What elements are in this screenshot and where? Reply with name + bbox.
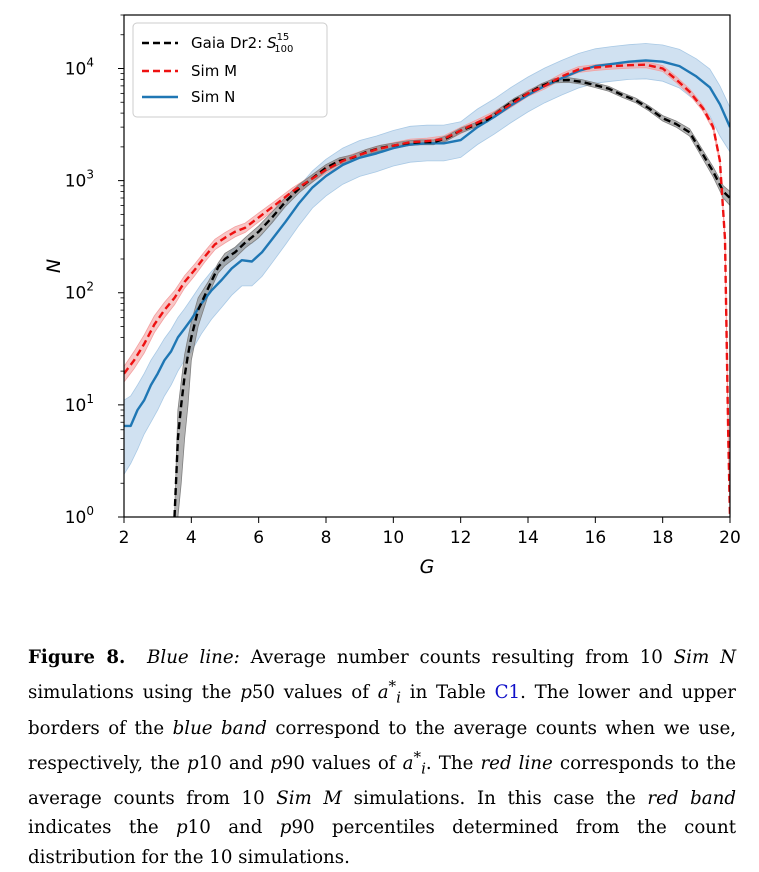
y-axis: 100 101 102 103 104 — [65, 14, 124, 528]
y-tick-label: 101 — [65, 392, 94, 416]
x-tick-label: 16 — [585, 528, 607, 548]
y-tick-label: 103 — [65, 168, 94, 192]
x-tick-label: 18 — [652, 528, 674, 548]
legend-box — [132, 22, 328, 118]
series-line-sim-m — [124, 63, 730, 517]
y-tick-label: 102 — [65, 280, 94, 304]
legend: Gaia Dr2: S15 100 Sim M Sim N — [132, 22, 328, 118]
series-line-sim-n — [124, 59, 730, 428]
uncertainty-bands — [124, 43, 730, 517]
x-tick-label: 2 — [119, 528, 130, 548]
y-axis-label: N — [43, 259, 65, 273]
caption-figure-label: Figure 8. — [28, 647, 126, 668]
x-tick-label: 14 — [517, 528, 539, 548]
y-tick-label: 100 — [65, 504, 94, 528]
plot-frame — [123, 14, 731, 518]
band-gaia — [174, 77, 730, 517]
legend-label-sim-n: Sim N — [191, 88, 235, 106]
y-tick-label: 104 — [65, 55, 94, 79]
x-axis-label: G — [420, 556, 435, 578]
legend-label-gaia: Gaia Dr2: S15 100 — [191, 32, 293, 55]
band-sim-n — [124, 43, 730, 476]
chart: 2 4 6 8 10 12 14 16 18 20 100 101 102 103 104 G N Gai… — [43, 14, 741, 578]
x-tick-label: 10 — [383, 528, 405, 548]
legend-label-sim-m: Sim M — [191, 62, 237, 80]
x-tick-label: 12 — [450, 528, 472, 548]
x-tick-label: 4 — [186, 528, 197, 548]
figure-caption: Figure 8. Blue line: Average number coun… — [28, 647, 737, 868]
x-tick-label: 20 — [719, 528, 741, 548]
x-tick-label: 8 — [321, 528, 332, 548]
table-link[interactable]: C1 — [494, 682, 521, 704]
x-axis: 2 4 6 8 10 12 14 16 18 20 — [119, 517, 741, 548]
x-tick-label: 6 — [253, 528, 264, 548]
series-lines — [124, 59, 730, 517]
